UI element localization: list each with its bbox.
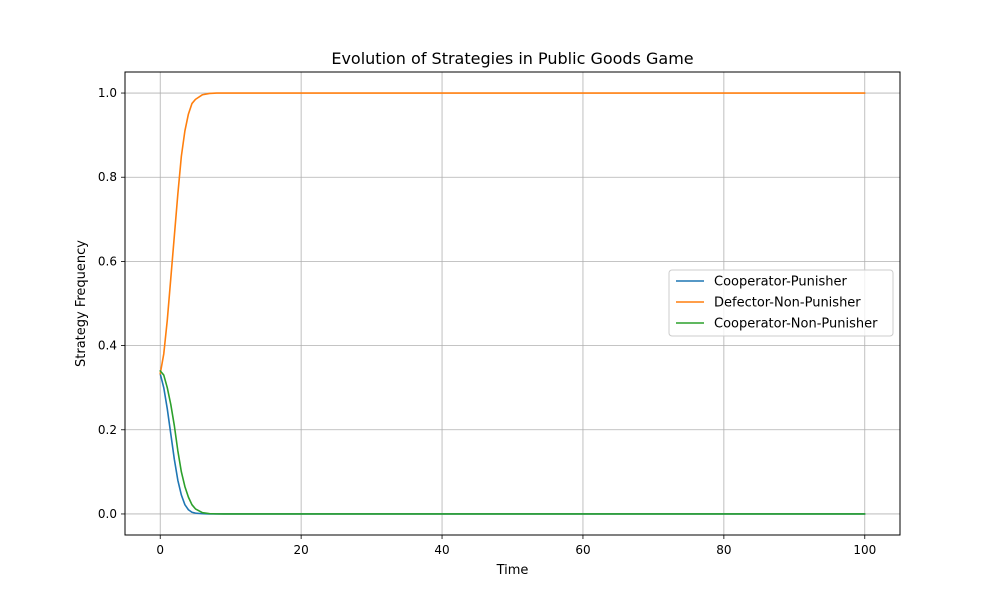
axis-ticks: 0 20 40 60 80 100 0.0 0.2 0.4 0.6 0.8 1.0 xyxy=(98,86,876,557)
x-tick-label: 0 xyxy=(156,543,164,557)
plot-frame xyxy=(124,71,901,536)
legend-items: Cooperator-Punisher Defector-Non-Punisher… xyxy=(676,275,878,332)
legend-box xyxy=(668,269,894,337)
y-tick-label: 0.8 xyxy=(98,170,117,184)
chart-title: Evolution of Strategies in Public Goods … xyxy=(331,49,693,68)
y-tick-label: 0.4 xyxy=(98,339,117,353)
series-line-defector-non-punisher xyxy=(159,92,866,375)
series-line-cooperator-non-punisher xyxy=(159,370,866,515)
y-tick-label: 0.2 xyxy=(98,423,117,437)
y-tick-label: 0.6 xyxy=(98,254,117,268)
x-tick-label: 40 xyxy=(434,543,449,557)
x-tick-label: 100 xyxy=(853,543,876,557)
y-axis-label: Strategy Frequency xyxy=(74,240,89,367)
legend-label: Cooperator-Punisher xyxy=(714,275,848,290)
x-tick-label: 80 xyxy=(716,543,731,557)
y-tick-label: 0.0 xyxy=(98,507,117,521)
legend-label: Defector-Non-Punisher xyxy=(714,296,861,311)
y-tick-label: 1.0 xyxy=(98,86,117,100)
legend-label: Cooperator-Non-Punisher xyxy=(714,317,878,332)
x-tick-label: 60 xyxy=(575,543,590,557)
legend: Cooperator-Punisher Defector-Non-Punisher… xyxy=(668,269,894,337)
x-axis-label: Time xyxy=(496,563,529,578)
x-tick-label: 20 xyxy=(293,543,308,557)
series-lines xyxy=(159,92,866,515)
